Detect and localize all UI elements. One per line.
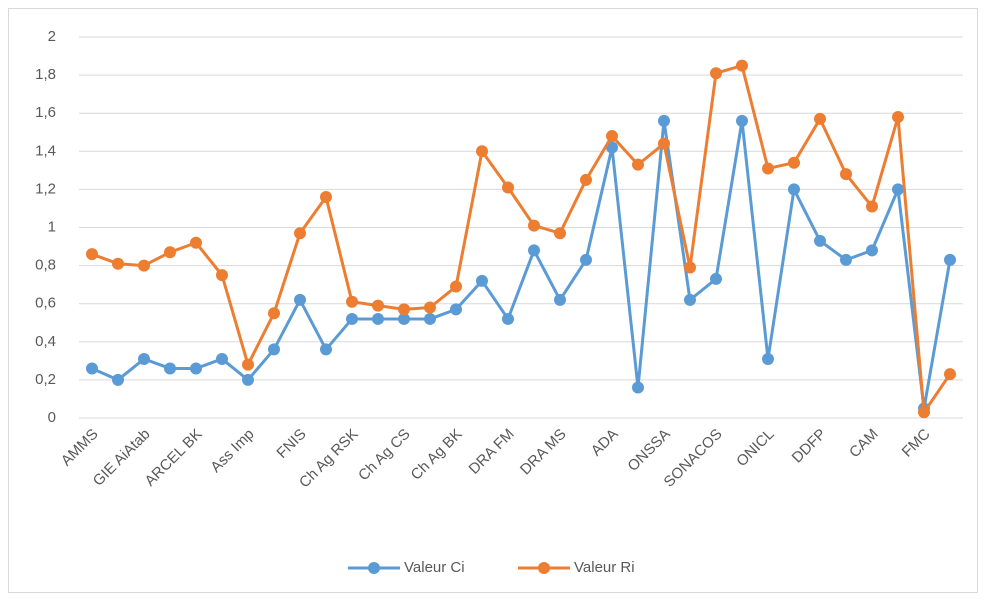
data-point xyxy=(190,362,202,375)
data-point xyxy=(86,362,98,375)
data-point xyxy=(294,293,306,306)
data-point xyxy=(944,368,956,381)
series-line xyxy=(91,64,952,414)
data-point xyxy=(814,234,826,247)
data-point xyxy=(502,312,514,325)
y-tick-label: 0,2 xyxy=(35,371,56,388)
data-point xyxy=(320,343,332,356)
data-point xyxy=(528,244,540,257)
data-point xyxy=(554,293,566,306)
y-tick-label: 1,2 xyxy=(35,180,56,197)
data-point xyxy=(788,183,800,196)
data-point xyxy=(216,352,228,365)
data-point xyxy=(554,227,566,240)
chart-border xyxy=(8,8,978,593)
data-point xyxy=(710,272,722,285)
data-point xyxy=(424,301,436,314)
data-point xyxy=(762,162,774,175)
data-point xyxy=(216,269,228,282)
data-point xyxy=(658,114,670,127)
data-point xyxy=(944,253,956,266)
data-point xyxy=(632,158,644,171)
data-point xyxy=(164,246,176,259)
data-point xyxy=(892,183,904,196)
data-point xyxy=(424,312,436,325)
legend-marker xyxy=(538,562,550,574)
y-tick-label: 1,8 xyxy=(35,66,56,83)
data-point xyxy=(736,59,748,72)
data-point xyxy=(918,406,930,419)
data-point xyxy=(762,352,774,365)
data-point xyxy=(190,236,202,249)
data-point xyxy=(736,114,748,127)
data-point xyxy=(346,295,358,308)
data-point xyxy=(268,307,280,320)
data-point xyxy=(788,156,800,169)
legend-label: Valeur Ci xyxy=(404,559,465,576)
data-point xyxy=(372,312,384,325)
data-point xyxy=(814,112,826,125)
data-point xyxy=(346,312,358,325)
y-tick-label: 0,4 xyxy=(35,333,56,350)
y-tick-label: 1,4 xyxy=(35,142,56,159)
data-point xyxy=(294,227,306,240)
data-point xyxy=(892,111,904,124)
data-point xyxy=(528,219,540,232)
data-point xyxy=(242,358,254,371)
y-tick-label: 1 xyxy=(48,218,56,235)
legend-label: Valeur Ri xyxy=(574,559,635,576)
data-point xyxy=(112,257,124,270)
data-point xyxy=(580,253,592,266)
y-tick-label: 1,6 xyxy=(35,104,56,121)
y-tick-label: 0 xyxy=(48,409,56,426)
data-point xyxy=(476,274,488,287)
legend-marker xyxy=(368,562,380,574)
data-point xyxy=(450,303,462,316)
data-point xyxy=(398,303,410,316)
data-point xyxy=(320,191,332,204)
series-line xyxy=(91,119,952,410)
data-point xyxy=(138,352,150,365)
data-point xyxy=(580,173,592,186)
data-point xyxy=(710,67,722,80)
data-point xyxy=(606,130,618,143)
data-point xyxy=(268,343,280,356)
data-point xyxy=(164,362,176,375)
data-point xyxy=(450,280,462,293)
data-point xyxy=(138,259,150,272)
data-point xyxy=(242,373,254,386)
data-point xyxy=(632,381,644,394)
data-point xyxy=(372,299,384,312)
data-point xyxy=(398,312,410,325)
y-tick-label: 0,6 xyxy=(35,295,56,312)
data-point xyxy=(840,253,852,266)
data-point xyxy=(684,293,696,306)
data-point xyxy=(840,168,852,181)
data-point xyxy=(476,145,488,158)
data-point xyxy=(658,137,670,150)
data-point xyxy=(866,244,878,257)
data-point xyxy=(606,141,618,154)
data-point xyxy=(866,200,878,213)
data-point xyxy=(112,373,124,386)
data-point xyxy=(502,181,514,194)
y-tick-label: 0,8 xyxy=(35,257,56,274)
data-point xyxy=(684,261,696,274)
data-point xyxy=(86,248,98,261)
y-tick-label: 2 xyxy=(48,28,56,45)
